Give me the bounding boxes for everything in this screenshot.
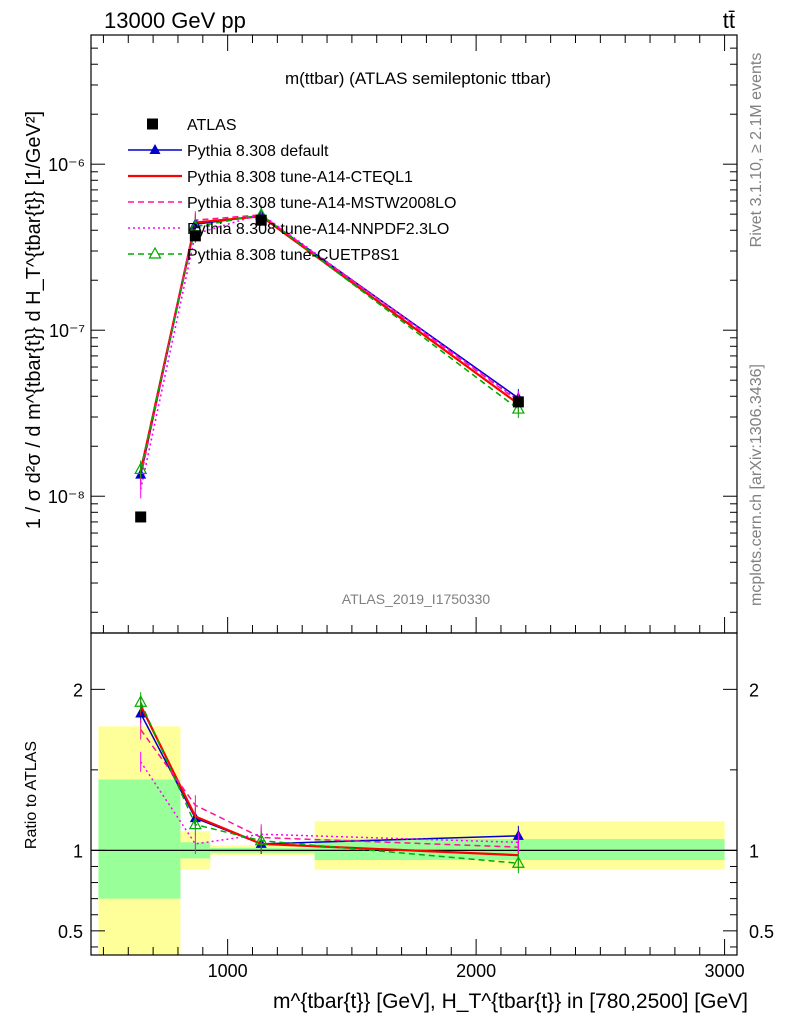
ratio-y-tick-label-right: 2 xyxy=(749,680,759,700)
legend-marker xyxy=(148,246,162,259)
ratio-y-tick-label: 1 xyxy=(73,841,83,861)
ratio-series-line xyxy=(139,704,519,857)
header-final-state: tt̄ xyxy=(723,8,735,33)
main-y-tick-label: 10⁻⁶ xyxy=(48,155,85,175)
data-point xyxy=(134,462,148,475)
x-tick-label: 2000 xyxy=(456,961,496,981)
ratio-y-tick-label: 2 xyxy=(73,680,83,700)
legend-label: Pythia 8.308 tune-CUETP8S1 xyxy=(187,247,400,264)
series-line xyxy=(139,213,519,490)
ratio-frame xyxy=(90,632,738,956)
ratio-point xyxy=(134,694,148,707)
ratio-series-line xyxy=(140,761,519,845)
legend-label: Pythia 8.308 tune-A14-MSTW2008LO xyxy=(187,195,456,212)
ratio-point xyxy=(511,855,525,868)
series-line xyxy=(139,214,519,470)
main-y-axis-label: 1 / σ d²σ / d m^{tbar{t}} d H_T^{tbar{t}… xyxy=(23,111,45,529)
legend: ATLAS Pythia 8.308 default Pythia 8.308 tu… xyxy=(128,117,456,264)
x-tick-label: 3000 xyxy=(705,961,745,981)
legend-label: ATLAS xyxy=(187,117,237,134)
analysis-watermark: ATLAS_2019_I1750330 xyxy=(342,591,491,607)
rivet-label: Rivet 3.1.10, ≥ 2.1M events xyxy=(748,53,765,248)
legend-label: Pythia 8.308 tune-A14-CTEQL1 xyxy=(187,169,413,186)
ratio-y-tick-label: 0.5 xyxy=(58,922,83,942)
main-y-tick-label: 10⁻⁸ xyxy=(48,487,85,507)
legend-marker xyxy=(149,144,161,154)
data-point xyxy=(511,401,525,414)
mcplots-label: mcplots.cern.ch [arXiv:1306.3436] xyxy=(748,364,765,606)
x-axis-label: m^{tbar{t}} [GeV], H_T^{tbar{t}} in [780… xyxy=(273,990,748,1013)
ratio-point xyxy=(188,817,202,830)
legend-label: Pythia 8.308 tune-A14-NNPDF2.3LO xyxy=(187,221,449,238)
ratio-y-tick-label-right: 0.5 xyxy=(749,922,774,942)
data-point xyxy=(512,396,524,408)
uncertainty-band-inner xyxy=(314,839,725,861)
legend-label: Pythia 8.308 default xyxy=(187,143,329,160)
ratio-y-tick-label-right: 1 xyxy=(749,841,759,861)
x-tick-label: 1000 xyxy=(208,961,248,981)
ratio-y-axis-label: Ratio to ATLAS xyxy=(23,741,40,849)
header-process: 13000 GeV pp xyxy=(104,8,246,33)
ratio-series-line xyxy=(140,701,519,864)
data-point xyxy=(255,214,267,226)
data-point xyxy=(189,230,201,242)
ratio-panel: 0.5 0.5 1 1 2 2 1000 2000 3000 Ratio to ATLAS m^… xyxy=(23,632,774,1013)
uncertainty-band-inner xyxy=(98,779,181,899)
legend-marker-atlas xyxy=(147,118,158,130)
ratio-series-line xyxy=(140,729,519,848)
ratio-point xyxy=(254,833,268,846)
chart-title: m(ttbar) (ATLAS semileptonic ttbar) xyxy=(285,69,551,88)
main-panel: m(ttbar) (ATLAS semileptonic ttbar) ATLA… xyxy=(23,34,738,634)
main-y-tick-label: 10⁻⁷ xyxy=(49,321,85,341)
data-point xyxy=(135,511,147,523)
